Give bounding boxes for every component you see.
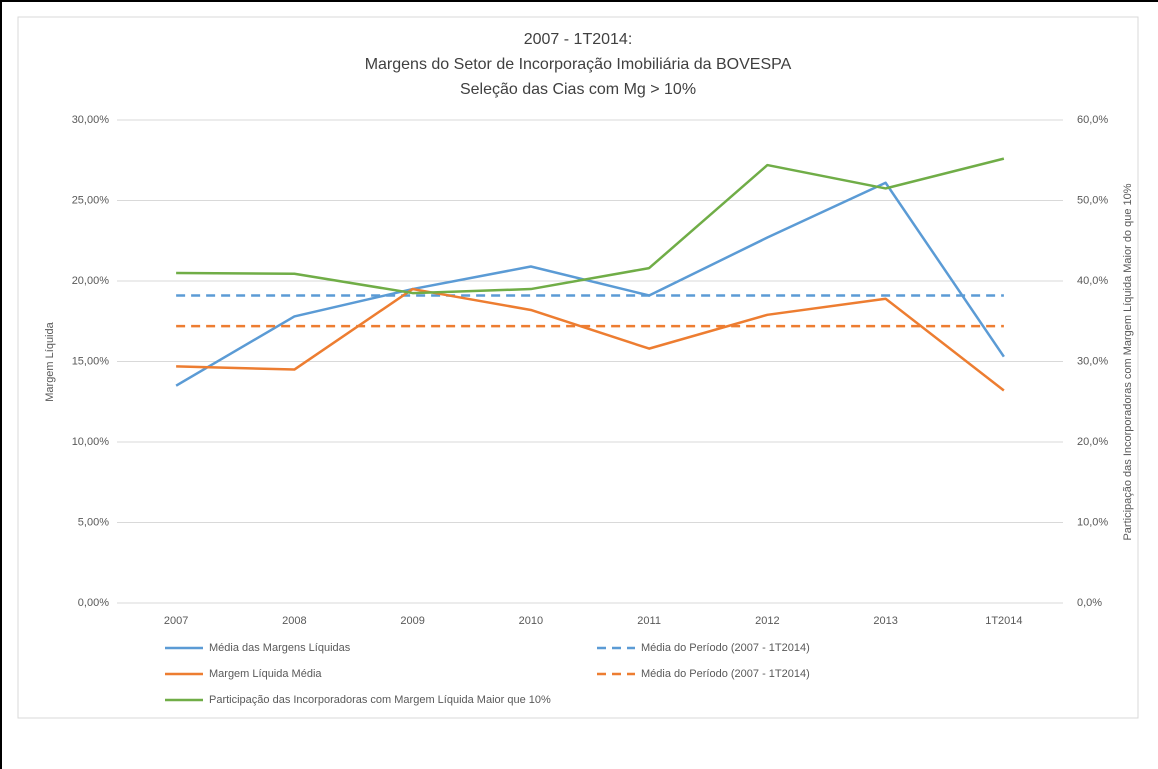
legend-label: Média do Período (2007 - 1T2014) <box>641 668 810 680</box>
y2-tick-label: 60,0% <box>1077 114 1108 126</box>
x-tick-label: 2010 <box>519 615 543 627</box>
y-tick-label: 0,00% <box>78 597 109 609</box>
x-tick-label: 2009 <box>400 615 424 627</box>
y-tick-label: 20,00% <box>72 275 110 287</box>
legend-label: Participação das Incorporadoras com Marg… <box>209 694 551 706</box>
x-tick-label: 2008 <box>282 615 306 627</box>
y-tick-label: 30,00% <box>72 114 110 126</box>
legend-label: Média das Margens Líquidas <box>209 642 351 654</box>
x-tick-label: 1T2014 <box>985 615 1022 627</box>
x-tick-label: 2012 <box>755 615 779 627</box>
x-tick-label: 2011 <box>637 615 661 627</box>
y-tick-label: 25,00% <box>72 194 110 206</box>
y2-tick-label: 30,0% <box>1077 355 1108 367</box>
y2-tick-label: 40,0% <box>1077 275 1108 287</box>
y-tick-label: 5,00% <box>78 516 109 528</box>
series-line <box>175 181 1005 387</box>
y2-tick-label: 50,0% <box>1077 194 1108 206</box>
x-tick-label: 2013 <box>873 615 897 627</box>
legend-label: Margem Líquida Média <box>209 668 322 680</box>
series-line <box>176 287 1005 392</box>
y2-tick-label: 20,0% <box>1077 436 1108 448</box>
chart-title: Seleção das Cias com Mg > 10% <box>460 81 696 98</box>
y-axis-label: Margem Líquida <box>44 321 56 401</box>
y2-tick-label: 0,0% <box>1077 597 1102 609</box>
y-tick-label: 10,00% <box>72 436 110 448</box>
chart-title: Margens do Setor de Incorporação Imobili… <box>365 56 792 73</box>
y2-tick-label: 10,0% <box>1077 516 1108 528</box>
chart-title: 2007 - 1T2014: <box>524 31 633 48</box>
x-tick-label: 2007 <box>164 615 188 627</box>
y-tick-label: 15,00% <box>72 355 110 367</box>
legend-label: Média do Período (2007 - 1T2014) <box>641 642 810 654</box>
y2-axis-label: Participação das Incorporadoras com Marg… <box>1122 183 1134 540</box>
series-line <box>176 157 1005 295</box>
